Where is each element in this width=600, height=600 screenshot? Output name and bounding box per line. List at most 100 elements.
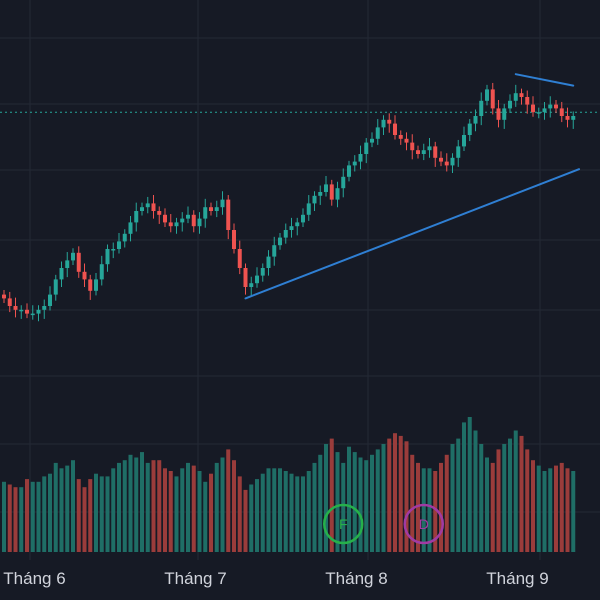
volume-bar bbox=[370, 454, 374, 552]
volume-bar bbox=[375, 449, 380, 552]
volume-bar bbox=[111, 468, 116, 552]
candle-body bbox=[128, 222, 133, 234]
circle-marker-icon bbox=[403, 503, 444, 545]
candle-body bbox=[416, 150, 420, 154]
candle-body bbox=[272, 245, 277, 257]
volume-bar bbox=[398, 435, 403, 552]
candle-body bbox=[203, 207, 208, 219]
candle-body bbox=[444, 161, 449, 166]
volume-bar bbox=[496, 449, 501, 552]
volume-bar bbox=[433, 471, 438, 552]
volume-series bbox=[2, 417, 576, 552]
candle-body bbox=[450, 157, 455, 166]
volume-bar bbox=[237, 476, 242, 552]
volume-bar bbox=[318, 454, 323, 552]
volume-bar bbox=[88, 479, 93, 552]
candle-body bbox=[7, 298, 12, 306]
candle-body bbox=[519, 93, 524, 97]
candle-body bbox=[490, 89, 495, 109]
volume-bar bbox=[462, 422, 466, 552]
volume-bar bbox=[65, 465, 70, 552]
trendline[interactable] bbox=[514, 73, 575, 87]
volume-bar bbox=[450, 444, 455, 552]
candle-body bbox=[2, 294, 6, 299]
volume-bar bbox=[232, 460, 236, 552]
candle-body bbox=[157, 211, 162, 215]
volume-bar bbox=[473, 430, 478, 552]
volume-bar bbox=[151, 460, 156, 552]
volume-bar bbox=[387, 438, 392, 552]
volume-bar bbox=[439, 462, 443, 552]
volume-bar bbox=[548, 468, 553, 552]
candle-body bbox=[163, 214, 167, 223]
volume-bar bbox=[13, 487, 18, 552]
volume-bar bbox=[358, 457, 363, 552]
trendlines[interactable] bbox=[244, 73, 580, 300]
volume-bar bbox=[278, 468, 282, 552]
volume-bar bbox=[36, 481, 41, 552]
volume-bar bbox=[7, 484, 12, 552]
candle-body bbox=[513, 93, 518, 101]
volume-bar bbox=[502, 444, 507, 552]
candle-body bbox=[249, 283, 254, 287]
candle-body bbox=[19, 309, 24, 312]
volume-bar bbox=[260, 473, 265, 552]
volume-bar bbox=[508, 438, 512, 552]
volume-bar bbox=[421, 468, 426, 552]
candle-body bbox=[145, 203, 150, 208]
candle-body bbox=[186, 214, 190, 219]
candle-body bbox=[312, 195, 317, 204]
candle-body bbox=[410, 142, 415, 151]
candle-body bbox=[243, 268, 248, 287]
candle-body bbox=[525, 97, 530, 105]
volume-bar bbox=[571, 471, 576, 552]
volume-bar bbox=[531, 460, 535, 552]
volume-bar bbox=[145, 462, 150, 552]
candle-body bbox=[134, 211, 139, 223]
volume-bar bbox=[168, 471, 173, 552]
candle-body bbox=[151, 203, 156, 211]
candle-body bbox=[398, 135, 403, 139]
event-marker-d[interactable]: D bbox=[403, 503, 444, 545]
candle-body bbox=[571, 116, 576, 120]
x-tick-label: Tháng 9 bbox=[486, 569, 548, 588]
candle-body bbox=[502, 108, 507, 120]
candle-body bbox=[421, 150, 426, 154]
candle-body bbox=[462, 135, 466, 147]
volume-bar bbox=[393, 433, 397, 552]
candle-body bbox=[82, 271, 87, 280]
candle-body bbox=[341, 176, 346, 189]
candle-body bbox=[76, 252, 81, 272]
candle-body bbox=[358, 154, 363, 162]
candle-body bbox=[542, 108, 547, 113]
candle-body bbox=[260, 268, 265, 276]
candle-body bbox=[13, 306, 18, 310]
volume-bar bbox=[554, 465, 558, 552]
volume-bar bbox=[410, 454, 415, 552]
trendline[interactable] bbox=[244, 168, 580, 300]
volume-bar bbox=[99, 476, 104, 552]
circle-marker-icon bbox=[323, 503, 364, 545]
volume-bar bbox=[519, 435, 524, 552]
candle-body bbox=[479, 100, 484, 116]
candle-body bbox=[226, 199, 231, 230]
volume-bar bbox=[416, 462, 420, 552]
event-marker-f[interactable]: F bbox=[323, 503, 364, 545]
candle-body bbox=[266, 256, 271, 268]
candle-body bbox=[59, 268, 64, 280]
candle-body bbox=[220, 199, 225, 208]
candle-body bbox=[117, 241, 121, 249]
candle-body bbox=[393, 123, 397, 135]
volume-bar bbox=[542, 471, 547, 552]
volume-bar bbox=[490, 462, 495, 552]
volume-bar bbox=[163, 468, 167, 552]
volume-bar bbox=[226, 449, 231, 552]
candle-body bbox=[36, 309, 41, 314]
candle-body bbox=[209, 207, 213, 211]
candle-body bbox=[65, 260, 70, 268]
volume-bar bbox=[180, 468, 185, 552]
volume-bar bbox=[71, 460, 75, 552]
